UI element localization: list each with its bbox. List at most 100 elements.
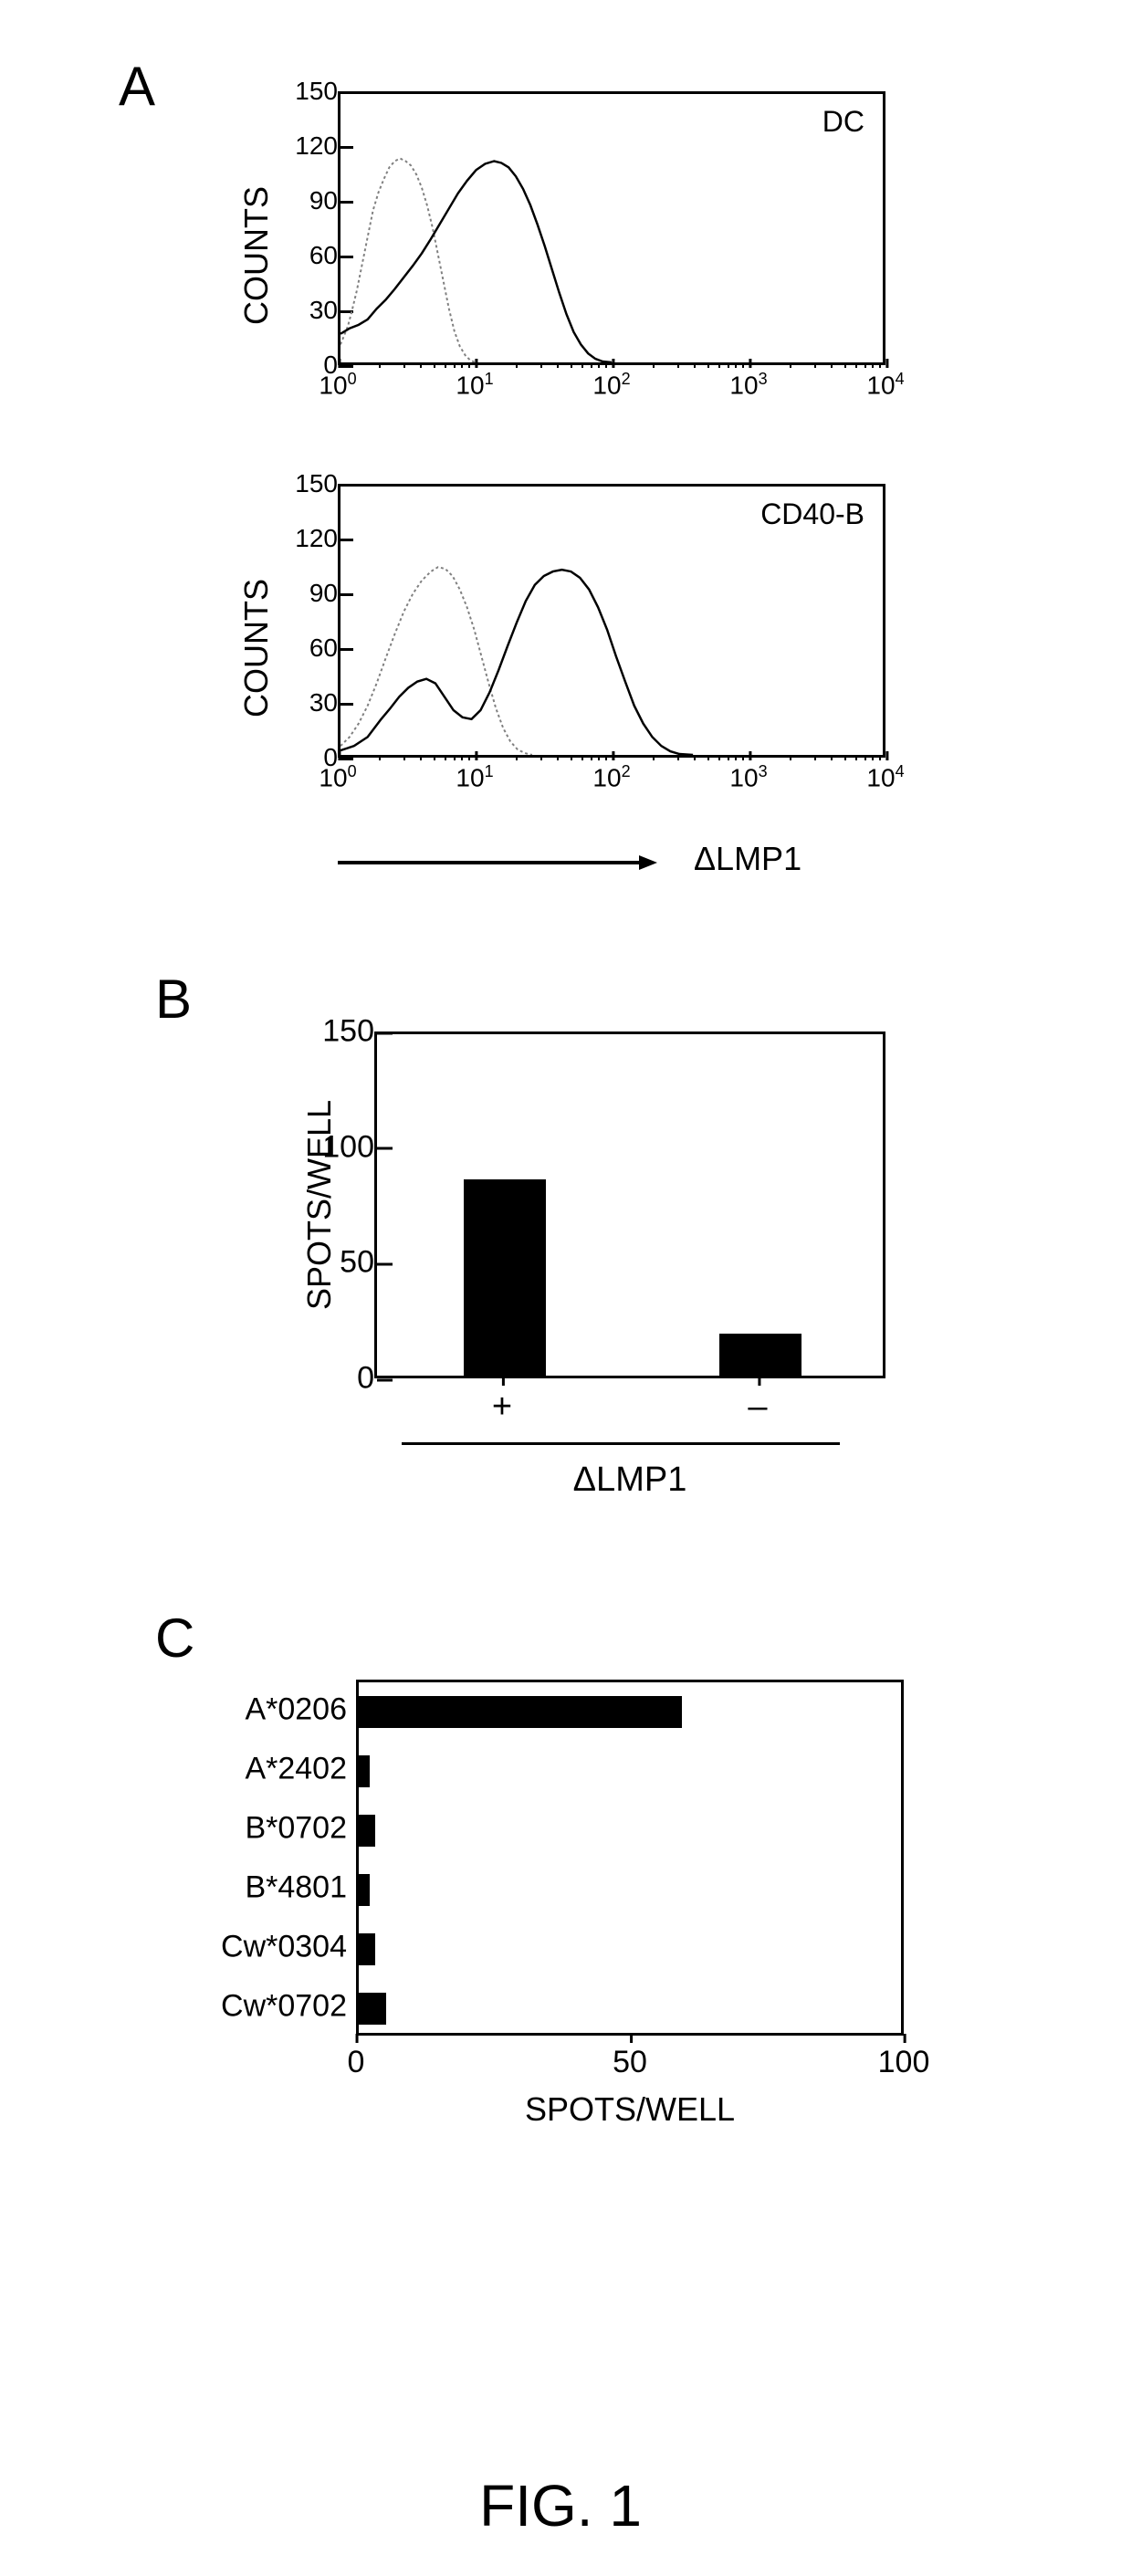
- flow-cytometry-plot: CD40-B: [338, 484, 885, 758]
- y-tick: 120: [283, 524, 338, 553]
- y-tick: B*4801: [164, 1869, 347, 1905]
- x-minor-tick: [790, 362, 791, 368]
- x-minor-tick: [540, 362, 542, 368]
- x-tick: 101: [456, 370, 493, 400]
- panel-a-histogram-cd40b: COUNTS 0306090120150 CD40-B 100101102103…: [201, 484, 895, 812]
- x-minor-tick: [571, 755, 572, 760]
- y-tick: 150: [283, 77, 338, 106]
- y-tick: A*0206: [164, 1691, 347, 1727]
- x-minor-tick: [844, 362, 846, 368]
- x-minor-tick: [814, 362, 816, 368]
- y-tick: 90: [283, 579, 338, 608]
- x-minor-tick: [445, 755, 446, 760]
- x-minor-tick: [434, 755, 435, 760]
- y-tick: 60: [283, 241, 338, 270]
- x-minor-tick: [468, 362, 470, 368]
- x-minor-tick: [718, 362, 720, 368]
- x-minor-tick: [742, 362, 744, 368]
- y-tick: Cw*0702: [164, 1988, 347, 2024]
- x-minor-tick: [403, 362, 405, 368]
- dotted-curve: [340, 159, 477, 362]
- y-tick: 90: [283, 186, 338, 215]
- x-minor-tick: [677, 362, 679, 368]
- x-minor-tick: [598, 755, 600, 760]
- x-minor-tick: [864, 755, 866, 760]
- panel-b-label: B: [155, 968, 192, 1031]
- x-minor-tick: [516, 362, 518, 368]
- x-ticks-log: 100101102103104: [338, 370, 885, 415]
- x-minor-tick: [434, 362, 435, 368]
- x-minor-tick: [855, 755, 857, 760]
- x-minor-tick: [879, 362, 881, 368]
- x-minor-tick: [879, 755, 881, 760]
- hbar: [359, 1755, 370, 1788]
- x-minor-tick: [605, 755, 607, 760]
- x-tick: 103: [729, 370, 767, 400]
- dotted-curve: [340, 567, 532, 755]
- x-minor-tick: [790, 755, 791, 760]
- x-minor-tick: [694, 755, 696, 760]
- x-minor-tick: [718, 755, 720, 760]
- bar: [464, 1179, 546, 1376]
- panel-c-barchart: A*0206A*2402B*0702B*4801Cw*0304Cw*0702 0…: [164, 1680, 949, 2191]
- x-minor-tick: [581, 362, 583, 368]
- y-ticks: A*0206A*2402B*0702B*4801Cw*0304Cw*0702: [164, 1680, 356, 2036]
- x-minor-tick: [379, 755, 381, 760]
- y-ticks: 0306090120150: [283, 484, 338, 758]
- figure-title: FIG. 1: [479, 2472, 642, 2539]
- x-minor-tick: [557, 755, 559, 760]
- x-axis-label: SPOTS/WELL: [356, 2090, 904, 2129]
- bar-plot-area: [374, 1031, 885, 1378]
- x-minor-tick: [581, 755, 583, 760]
- y-tick: 0: [310, 1361, 374, 1397]
- x-tick: 101: [456, 762, 493, 792]
- y-tick: 150: [310, 1014, 374, 1050]
- y-ticks: 050100150: [310, 1031, 374, 1378]
- x-minor-tick: [831, 362, 833, 368]
- x-minor-tick: [454, 755, 456, 760]
- x-minor-tick: [571, 362, 572, 368]
- x-minor-tick: [707, 755, 709, 760]
- x-minor-tick: [728, 755, 729, 760]
- x-minor-tick: [461, 755, 463, 760]
- panel-b-barchart: SPOTS/WELL 050100150 +– ΔLMP1: [219, 1031, 913, 1543]
- panel-a-label: A: [119, 55, 155, 118]
- solid-curve: [340, 570, 693, 755]
- x-minor-tick: [598, 362, 600, 368]
- hbar: [359, 1815, 375, 1848]
- x-minor-tick: [735, 755, 737, 760]
- x-ticks-log: 100101102103104: [338, 762, 885, 808]
- hbar-plot-area: [356, 1680, 904, 2036]
- inset-label-dc: DC: [822, 105, 864, 139]
- x-minor-tick: [728, 362, 729, 368]
- x-minor-tick: [707, 362, 709, 368]
- x-tick: 0: [348, 2045, 365, 2080]
- x-minor-tick: [454, 362, 456, 368]
- x-minor-tick: [653, 362, 655, 368]
- x-tick: 104: [866, 762, 904, 792]
- y-tick: 60: [283, 634, 338, 663]
- x-group-bracket: [402, 1442, 840, 1445]
- x-minor-tick: [468, 755, 470, 760]
- x-minor-tick: [605, 362, 607, 368]
- panel-c-label: C: [155, 1607, 194, 1670]
- hbar: [359, 1993, 386, 2026]
- y-axis-label: COUNTS: [237, 579, 276, 717]
- panel-a-histogram-dc: COUNTS 0306090120150 DC 100101102103104: [201, 91, 895, 420]
- x-tick: 104: [866, 370, 904, 400]
- x-tick: +: [492, 1387, 512, 1427]
- x-tick: 100: [319, 762, 356, 792]
- y-ticks: 0306090120150: [283, 91, 338, 365]
- x-minor-tick: [814, 755, 816, 760]
- x-axis-arrow-icon: [338, 853, 657, 872]
- x-minor-tick: [872, 755, 874, 760]
- x-axis-label-dlmp1: ΔLMP1: [694, 840, 801, 878]
- x-minor-tick: [855, 362, 857, 368]
- x-ticks: 050100: [356, 2045, 904, 2090]
- x-minor-tick: [831, 755, 833, 760]
- hbar: [359, 1696, 682, 1729]
- inset-label-cd40b: CD40-B: [760, 497, 864, 531]
- y-axis-label: COUNTS: [237, 186, 276, 325]
- y-tick: 30: [283, 688, 338, 717]
- x-minor-tick: [516, 755, 518, 760]
